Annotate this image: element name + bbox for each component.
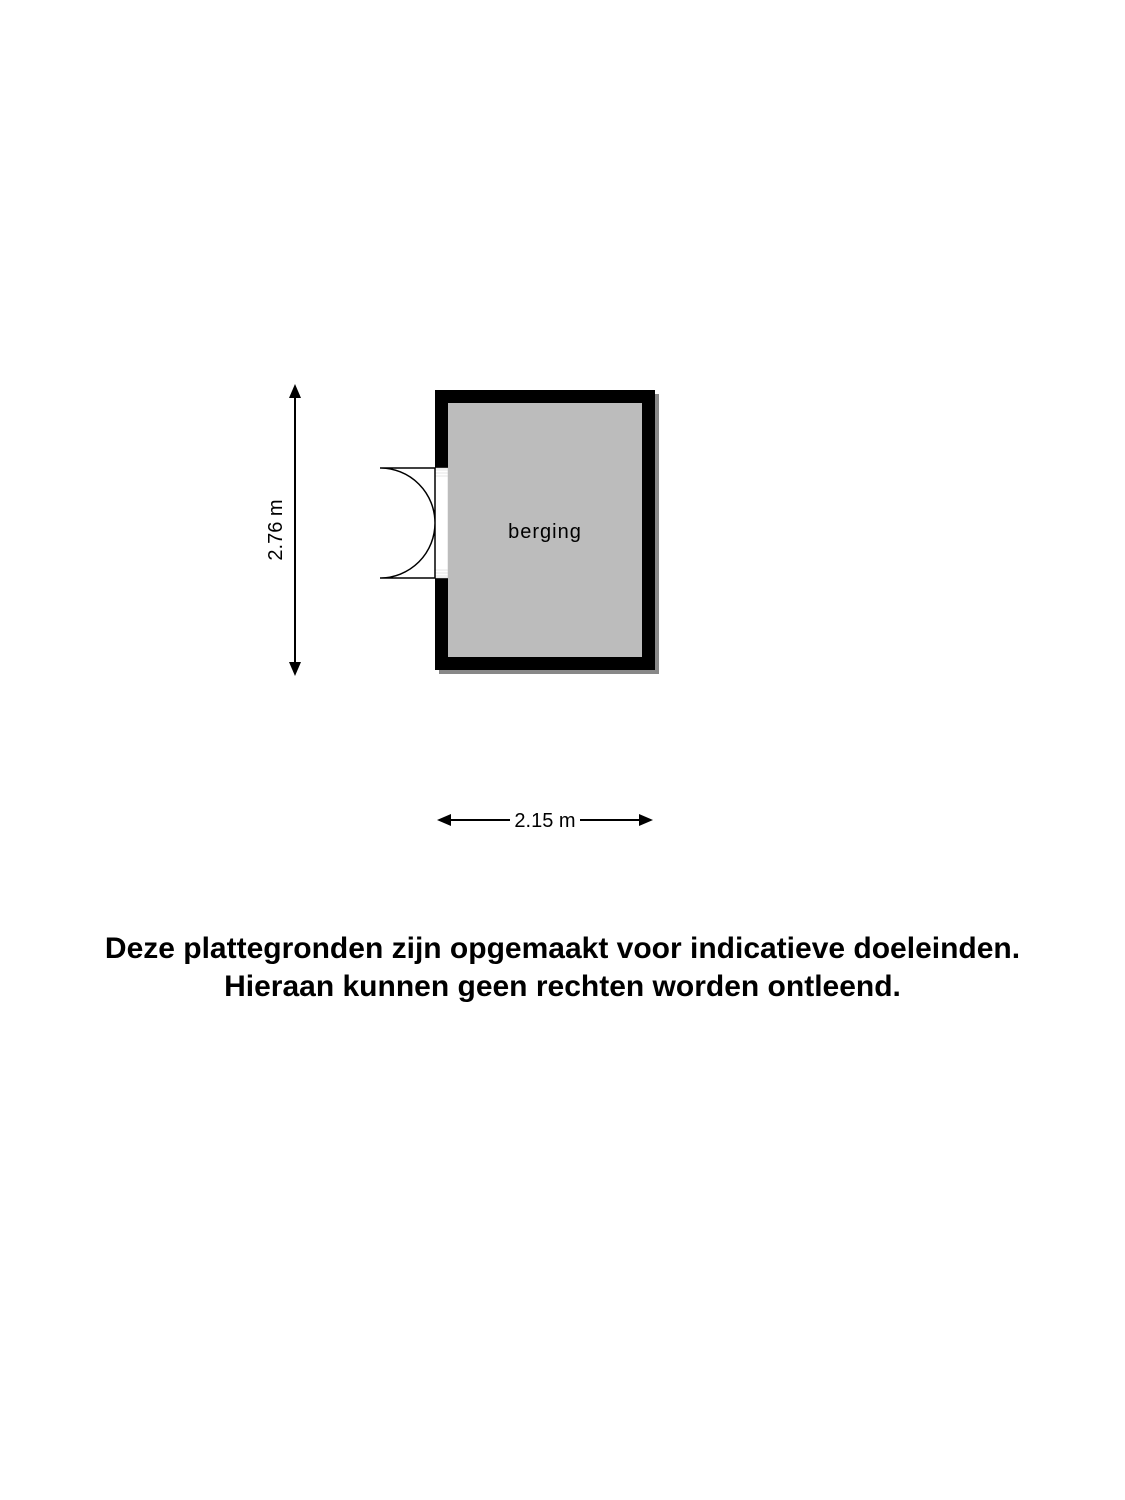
floorplan-svg: berging 2.76 m 2.15 m xyxy=(250,370,750,870)
disclaimer-line-1: Deze plattegronden zijn opgemaakt voor i… xyxy=(105,932,1020,965)
v-dim-arrow-bottom xyxy=(289,662,301,676)
disclaimer-text: Deze plattegronden zijn opgemaakt voor i… xyxy=(0,930,1125,1005)
door-swing-top xyxy=(380,468,435,523)
door-swing-bottom xyxy=(380,523,435,578)
h-dim-arrow-right xyxy=(639,814,653,826)
v-dim-label: 2.76 m xyxy=(265,499,287,560)
h-dim-label: 2.15 m xyxy=(514,810,575,832)
v-dim-arrow-top xyxy=(289,384,301,398)
room-label: berging xyxy=(508,521,582,543)
h-dim-arrow-left xyxy=(437,814,451,826)
disclaimer-line-2: Hieraan kunnen geen rechten worden ontle… xyxy=(224,970,901,1003)
floorplan-diagram: berging 2.76 m 2.15 m xyxy=(0,370,1125,870)
door-frame-fill xyxy=(435,468,448,578)
